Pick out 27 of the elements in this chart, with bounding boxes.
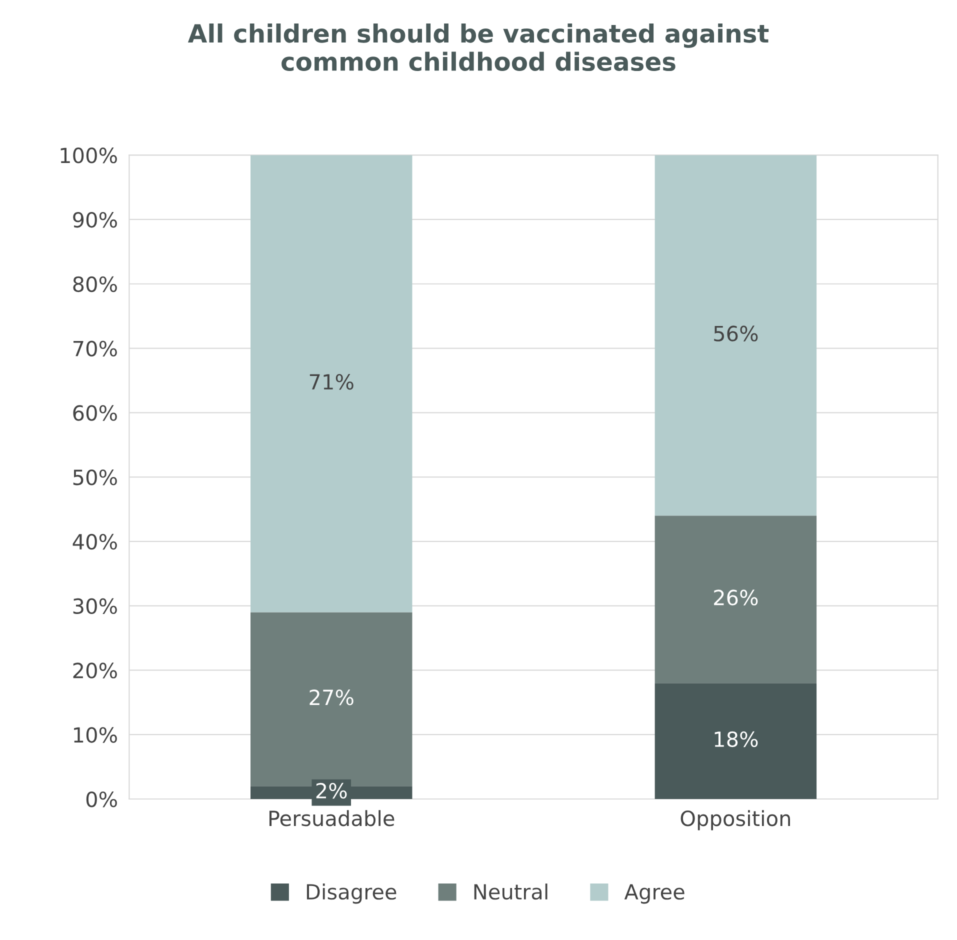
y-tick-label: 60%: [73, 405, 117, 421]
data-label: 56%: [714, 326, 758, 342]
y-tick-label: 0%: [86, 791, 117, 808]
y-tick-label: 30%: [73, 598, 117, 614]
bar: [654, 155, 817, 516]
bar: [654, 683, 817, 799]
bar: [654, 516, 817, 684]
legend-label: Neutral: [474, 884, 548, 900]
y-tick-label: 50%: [73, 470, 117, 486]
legend-label: Agree: [624, 884, 684, 904]
chart-title: All children should be vaccinated against common childhood diseases: [188, 24, 769, 72]
bar: [250, 155, 412, 612]
y-tick-label: 70%: [73, 340, 117, 356]
y-tick-label: 10%: [74, 727, 117, 743]
data-label: 26%: [714, 590, 758, 606]
data-label: 18%: [714, 731, 758, 748]
x-tick-label: Opposition: [680, 810, 790, 830]
data-label: 2%: [316, 782, 347, 799]
y-tick-label: 100%: [60, 148, 117, 164]
x-tick-label: Persuadable: [269, 810, 394, 826]
data-label: 71%: [310, 374, 354, 390]
data-label: 27%: [310, 689, 354, 706]
legend-label: Disagree: [306, 884, 396, 904]
y-tick-label: 90%: [73, 212, 117, 228]
y-tick-label: 80%: [73, 276, 117, 292]
y-tick-label: 20%: [73, 662, 117, 678]
y-tick-label: 40%: [72, 534, 117, 550]
